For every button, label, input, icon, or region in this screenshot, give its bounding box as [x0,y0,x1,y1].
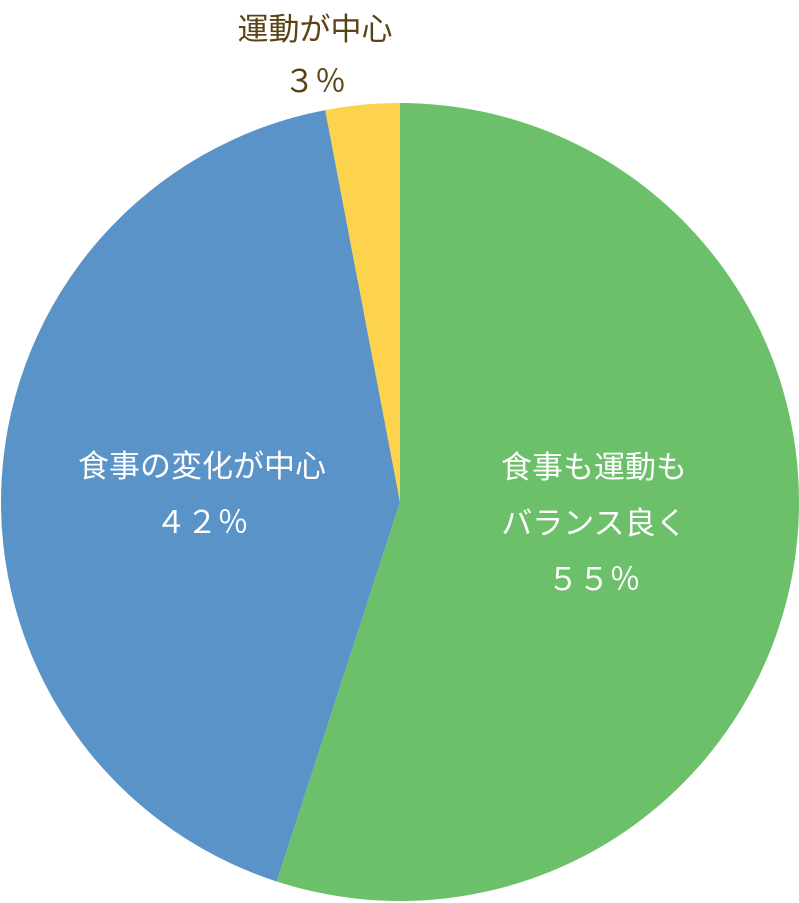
slice-category-label: 運動が中心 [237,12,392,48]
slice-exercise [325,103,400,502]
slice-diet [1,110,401,882]
slice-balanced [276,103,799,901]
slice-value-label: ５５％ [548,562,641,598]
slice-value-label: ３％ [284,64,346,100]
pie-slices [1,103,799,901]
label-exercise: 運動が中心 ３％ [237,12,392,100]
slice-category-label: バランス良く [501,506,686,542]
label-diet: 食事の変化が中心 ４２％ [78,449,326,541]
slice-category-label: 食事の変化が中心 [78,449,326,485]
slice-value-label: ４２％ [156,505,249,541]
slice-category-label: 食事も運動も [501,450,687,486]
